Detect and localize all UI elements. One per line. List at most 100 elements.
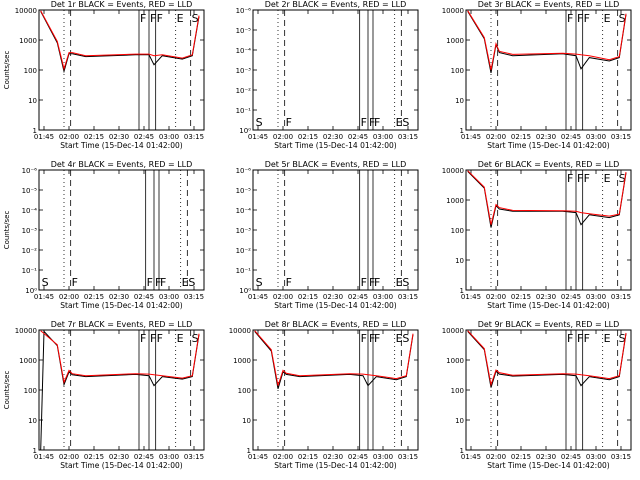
chart-panel-6: Det 6r BLACK = Events, RED = LLD10000100… [442, 160, 632, 310]
series-line-lld [40, 10, 200, 71]
x-tick-label: 02:45 [134, 453, 154, 461]
event-marker-label: S [402, 116, 409, 129]
x-tick-label: 03:00 [159, 293, 179, 301]
x-tick-label: 02:15 [84, 293, 104, 301]
x-tick-label: 02:30 [109, 453, 129, 461]
event-marker-label: F [140, 12, 146, 25]
event-marker-label: E [396, 276, 403, 289]
y-tick-label: 10⁻⁶ [236, 7, 252, 15]
event-marker-label: F [160, 276, 166, 289]
series-line-lld [467, 10, 627, 71]
series-line-events [40, 11, 200, 74]
event-marker-label: S [192, 12, 199, 25]
event-marker-label: S [619, 172, 626, 185]
event-marker-label: E [177, 12, 184, 25]
y-tick-label: 10000 [442, 7, 464, 15]
x-tick-label: 02:45 [561, 453, 581, 461]
chart-title: Det 1r BLACK = Events, RED = LLD [51, 0, 193, 9]
y-tick-label: 100 [24, 67, 37, 75]
x-tick-label: 02:30 [323, 133, 343, 141]
event-marker-label: F [155, 276, 161, 289]
x-tick-label: 02:15 [511, 453, 531, 461]
chart-title: Det 2r BLACK = Events, RED = LLD [265, 0, 407, 9]
event-marker-label: F [150, 332, 156, 345]
chart-panel-4: Det 4r BLACK = Events, RED = LLD 10⁻⁶ 10⁻⁵… [3, 160, 205, 310]
y-tick-label: 10⁻³ [22, 227, 38, 235]
x-tick-label: 03:15 [611, 293, 631, 301]
y-tick-label: 10 [28, 417, 37, 425]
event-marker-label: F [286, 276, 292, 289]
y-tick-label: 1 [33, 447, 37, 455]
x-tick-label: 03:15 [398, 133, 418, 141]
x-axis-label: Start Time (15-Dec-14 01:42:00) [487, 461, 609, 470]
y-tick-label: 10 [455, 257, 464, 265]
event-marker-label: F [140, 332, 146, 345]
event-marker-label: F [361, 276, 367, 289]
chart-title: Det 8r BLACK = Events, RED = LLD [265, 320, 407, 329]
event-marker-label: S [192, 332, 199, 345]
event-marker-label: F [157, 12, 163, 25]
x-tick-label: 03:15 [184, 453, 204, 461]
chart-panel-3: Det 3r BLACK = Events, RED = LLD10000100… [442, 0, 632, 150]
y-tick-label: 10000 [442, 327, 464, 335]
y-tick-label: 1 [247, 447, 251, 455]
y-tick-label: 100 [451, 387, 464, 395]
x-tick-label: 02:30 [323, 453, 343, 461]
event-marker-label: F [577, 172, 583, 185]
event-marker-label: F [374, 116, 380, 129]
y-tick-label: 10⁻⁶ [22, 167, 38, 175]
y-tick-label: 10000 [229, 327, 251, 335]
x-tick-label: 02:00 [273, 453, 293, 461]
x-tick-label: 03:00 [586, 293, 606, 301]
event-marker-label: F [150, 12, 156, 25]
x-tick-label: 02:45 [134, 133, 154, 141]
event-marker-label: F [374, 332, 380, 345]
x-tick-label: 03:00 [373, 453, 393, 461]
series-line-events [467, 11, 627, 73]
y-tick-label: 10⁻² [236, 87, 252, 95]
y-tick-label: 10⁻¹ [236, 107, 252, 115]
x-tick-label: 03:15 [184, 293, 204, 301]
series-line-events [40, 330, 200, 451]
series-line-events [467, 331, 627, 388]
y-tick-label: 10⁻⁶ [236, 167, 252, 175]
y-tick-label: 1000 [233, 357, 251, 365]
chart-title: Det 9r BLACK = Events, RED = LLD [478, 320, 620, 329]
chart-title: Det 6r BLACK = Events, RED = LLD [478, 160, 620, 169]
y-tick-label: 10⁻⁴ [22, 207, 38, 215]
x-tick-label: 03:00 [586, 133, 606, 141]
y-tick-label: 10⁻¹ [22, 267, 38, 275]
y-tick-label: 10⁻⁵ [236, 187, 252, 195]
x-axis-label: Start Time (15-Dec-14 01:42:00) [274, 141, 396, 150]
chart-title: Det 4r BLACK = Events, RED = LLD [51, 160, 193, 169]
y-tick-label: 1000 [446, 197, 464, 205]
x-tick-label: 02:00 [59, 133, 79, 141]
x-axis-label: Start Time (15-Dec-14 01:42:00) [274, 301, 396, 310]
chart-panel-9: Det 9r BLACK = Events, RED = LLD 10000 100… [442, 320, 632, 470]
event-marker-label: F [577, 12, 583, 25]
event-marker-label: S [619, 332, 626, 345]
chart-panel-5: Det 5r BLACK = Events, RED = LLD 10⁻⁶ 10⁻⁵… [236, 160, 419, 310]
x-tick-label: 03:15 [611, 133, 631, 141]
x-tick-label: 03:00 [373, 133, 393, 141]
x-tick-label: 02:30 [536, 293, 556, 301]
x-axis-label: Start Time (15-Dec-14 01:42:00) [274, 461, 396, 470]
x-tick-label: 02:45 [348, 453, 368, 461]
x-tick-label: 03:00 [159, 453, 179, 461]
event-marker-label: F [361, 332, 367, 345]
event-marker-label: E [604, 172, 611, 185]
event-marker-label: F [369, 276, 375, 289]
x-axis-label: Start Time (15-Dec-14 01:42:00) [60, 141, 182, 150]
x-tick-label: 03:15 [611, 453, 631, 461]
y-tick-label: 10 [242, 417, 251, 425]
y-tick-label: 10⁻⁵ [236, 27, 252, 35]
event-marker-label: F [369, 332, 375, 345]
y-tick-label: 10⁰ [25, 287, 37, 295]
event-marker-label: F [157, 332, 163, 345]
x-tick-label: 01:45 [461, 133, 481, 141]
y-tick-label: 1000 [19, 357, 37, 365]
x-tick-label: 03:00 [586, 453, 606, 461]
x-axis-label: Start Time (15-Dec-14 01:42:00) [487, 141, 609, 150]
